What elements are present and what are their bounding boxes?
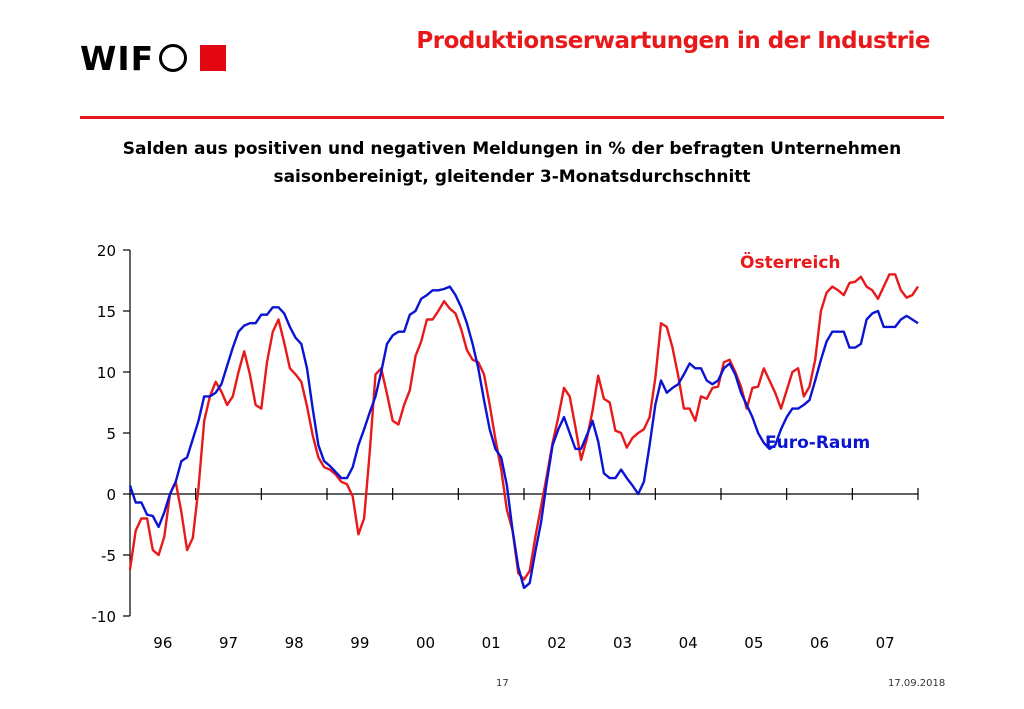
x-tick-label: 05 — [744, 634, 763, 652]
x-tick-label: 02 — [547, 634, 566, 652]
y-tick-label: 0 — [106, 486, 116, 504]
y-tick-label: -10 — [92, 608, 117, 626]
x-tick-label: 03 — [613, 634, 632, 652]
title-rule — [80, 116, 944, 119]
x-tick-label: 97 — [219, 634, 238, 652]
series-line-oesterreich — [128, 273, 919, 581]
x-tick-label: 04 — [679, 634, 698, 652]
chart-subtitle-line2: saisonbereinigt, gleitender 3-Monatsdurc… — [273, 167, 751, 187]
footer-date: 17.09.2018 — [888, 678, 946, 689]
chart-subtitle-line1: Salden aus positiven und negativen Meldu… — [122, 139, 902, 159]
series-label-oesterreich: Österreich — [740, 251, 841, 273]
x-tick-label: 99 — [350, 634, 369, 652]
y-tick-label: 10 — [97, 364, 116, 382]
page-number: 17 — [496, 678, 509, 689]
slide-title: Produktionserwartungen in der Industrie — [416, 28, 930, 54]
x-tick-label: 06 — [810, 634, 829, 652]
wifo-logo-square — [200, 45, 227, 71]
x-tick-label: 96 — [153, 634, 172, 652]
x-tick-label: 00 — [416, 634, 435, 652]
series-label-euro-raum: Euro-Raum — [765, 433, 870, 453]
series-line-euro-raum — [128, 285, 919, 590]
chart-series — [128, 273, 919, 590]
y-tick-label: -5 — [101, 547, 116, 565]
wifo-logo-text: WIF — [80, 38, 155, 78]
chart-series-labels: Österreich Euro-Raum — [740, 251, 870, 453]
wifo-logo-circle — [159, 44, 188, 72]
x-tick-label: 98 — [285, 634, 304, 652]
x-tick-label: 07 — [876, 634, 895, 652]
y-tick-label: 5 — [106, 425, 116, 443]
y-tick-label: 15 — [97, 303, 116, 321]
wifo-logo: WIF — [80, 38, 227, 78]
y-tick-label: 20 — [97, 242, 116, 260]
x-tick-label: 01 — [482, 634, 501, 652]
